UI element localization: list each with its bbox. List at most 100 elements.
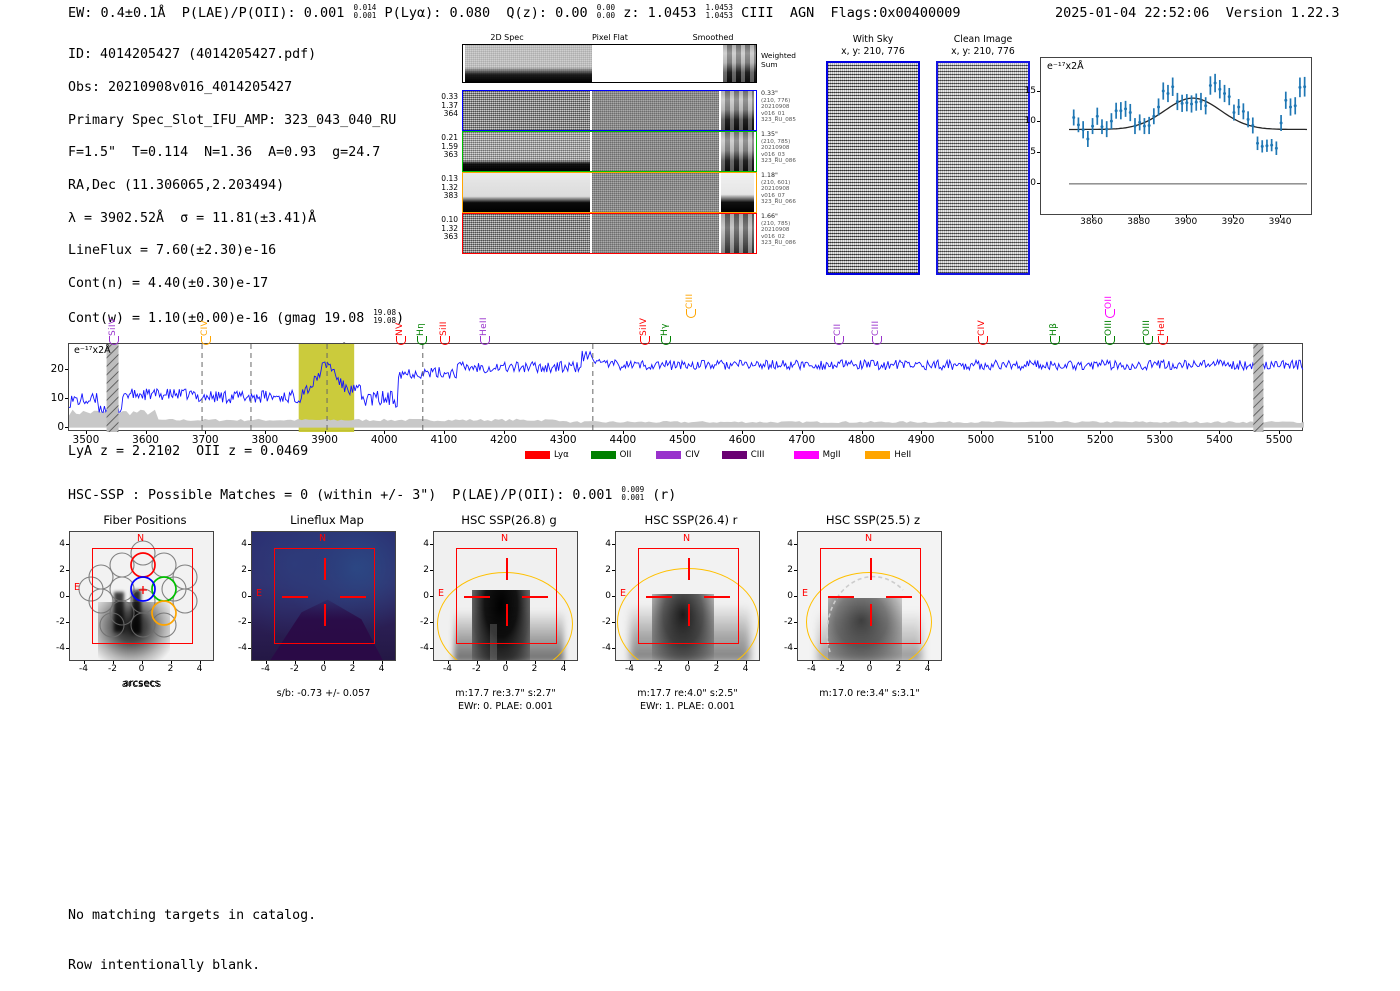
panel-3-ytick: -4	[602, 643, 611, 653]
panel-title-hsc-r: HSC SSP(26.4) r	[644, 513, 738, 527]
line-label-ciii: CIII	[685, 293, 696, 309]
panel-2-xtick: -4	[443, 664, 452, 674]
panel-0-ytick: 0	[59, 591, 65, 601]
fit-tick-mark	[1037, 90, 1040, 92]
line-label-ciii: CIII	[871, 320, 882, 336]
timestamp: 2025-01-04 22:52:06	[1055, 5, 1210, 21]
legend-label-ciii: CIII	[750, 450, 765, 460]
hsc-g-red-box	[456, 548, 557, 644]
row1-pixelflat	[592, 91, 719, 130]
spectrum-tick-label: 5400	[1206, 434, 1233, 446]
spectrum-tick-mark	[1279, 431, 1281, 434]
line-bracket-civ	[978, 336, 989, 345]
fiber-E-label: E	[74, 582, 81, 593]
line-bracket-ciii	[872, 336, 883, 345]
panel-2-ytick: 4	[423, 539, 429, 549]
panel-3-ytickmark	[612, 570, 615, 571]
fit-tick-label: 3860	[1080, 217, 1104, 227]
hsc-r-E-label: E	[620, 588, 627, 599]
spectrum-tick-mark	[65, 426, 68, 428]
hsc-r-caption-1: m:17.7 re:4.0" s:2.5"	[637, 688, 738, 699]
fiber-positions-panel[interactable]: N E	[69, 531, 214, 661]
lineflux-sb-caption: s/b: -0.73 +/- 0.057	[276, 688, 371, 699]
info-lineflux: LineFlux = 7.60(±2.30)e-16	[68, 243, 277, 259]
spectrum-tick-mark	[1219, 431, 1221, 434]
hsc-g-N-label: N	[501, 533, 509, 544]
line-bracket-heii	[1158, 336, 1169, 345]
header-flags: CIII AGN Flags:0x00400009	[732, 5, 961, 21]
spectrum-tick-label: 20	[50, 362, 64, 375]
legend-swatch-mgii	[793, 451, 819, 459]
spectrum-tick-label: 4800	[848, 434, 875, 446]
row2-pixelflat	[592, 132, 719, 171]
header-timestamp-version: 2025-01-04 22:52:06 Version 1.22.3	[1055, 5, 1340, 21]
header-summary-line: EW: 0.4±0.1Å P(LAE)/P(OII): 0.001 0.014 0…	[68, 3, 961, 22]
line-label-oiii: OIII	[1142, 319, 1153, 336]
hsc-z-panel[interactable]: N E	[797, 531, 942, 661]
panel-3-xtick: 2	[713, 664, 720, 674]
spec2d-row-3-left-labels: 0.13 1.32 383	[441, 174, 458, 201]
plae-ratio-bounds: 0.014 0.001	[353, 3, 377, 20]
line-label-heii: HeII	[1157, 317, 1168, 336]
panel-3-ytickmark	[612, 596, 615, 597]
hsc-r-panel[interactable]: N E	[615, 531, 760, 661]
header-ew-plae: EW: 0.4±0.1Å P(LAE)/P(OII): 0.001	[68, 5, 353, 21]
panel-2-ytick: -4	[420, 643, 429, 653]
line-bracket-cii	[833, 336, 844, 345]
info-lambda-sigma: λ = 3902.52Å σ = 11.81(±3.41)Å	[68, 210, 317, 226]
panel-4-xtick: 4	[924, 664, 931, 674]
panel-0-xtickmark	[112, 661, 114, 664]
panel-3-ytickmark	[612, 622, 615, 623]
line-label-siiv: SiIV	[107, 317, 118, 336]
panel-3-xtick: -2	[654, 664, 663, 674]
weighted-sum-label: Weighted Sum	[761, 51, 796, 69]
panel-3-xtick: 0	[684, 664, 691, 674]
line-label-heii: HeII	[478, 317, 489, 336]
panel-1-ytickmark	[248, 622, 251, 623]
hsc-g-panel[interactable]: N E	[433, 531, 578, 661]
spec2d-col-title-pixelflat: Pixel Flat	[592, 33, 628, 42]
line-bracket-oiii	[1105, 336, 1116, 345]
panel-2-xtick: 4	[560, 664, 567, 674]
panel-3-xtick: 4	[742, 664, 749, 674]
panel-0-ytick: -4	[56, 643, 65, 653]
spectrum-tick-label: 10	[50, 391, 64, 404]
legend-swatch-lyα	[525, 451, 550, 459]
panel-0-ytick: 2	[59, 565, 65, 575]
panel-4-ytickmark	[794, 596, 797, 597]
spectrum-tick-mark	[65, 368, 68, 370]
spectrum-tick-label: 4500	[669, 434, 696, 446]
hsc-z-crosshair-top	[870, 558, 872, 580]
panel-4-xtick: 0	[866, 664, 873, 674]
line-label-siiv: SiIV	[638, 317, 649, 336]
panel-3-ytick: 0	[605, 591, 611, 601]
panel-0-xtick: -4	[79, 664, 88, 674]
hsc-plae-bounds: 0.009 0.001	[621, 485, 645, 502]
panel-2-ytickmark	[430, 596, 433, 597]
info-redshifts: LyA z = 2.2102 OII z = 0.0469	[68, 443, 309, 459]
spectrum-tick-mark	[742, 431, 744, 434]
spectrum-tick-mark	[801, 431, 803, 434]
line-fit-zoom-plot: e⁻¹⁷x2Å	[1040, 57, 1312, 215]
fit-tick-label: 3880	[1127, 217, 1151, 227]
spectrum-tick-label: 4000	[370, 434, 398, 446]
panel-2-xtickmark	[505, 661, 507, 664]
row3-smoothed	[721, 173, 754, 212]
spectrum-tick-label: 4300	[549, 434, 577, 446]
spectrum-tick-mark	[145, 431, 147, 434]
panel-3-ytick: 4	[605, 539, 611, 549]
spectrum-tick-mark	[980, 431, 982, 434]
hsc-g-E-label: E	[438, 588, 445, 599]
panel-4-ytick: 2	[787, 565, 793, 575]
panel-1-xtickmark	[265, 661, 267, 664]
lineflux-map-panel[interactable]: N E	[251, 531, 396, 661]
panel-1-xtickmark	[323, 661, 325, 664]
hsc-z-red-box	[820, 548, 921, 644]
weighted-sum-pixelflat	[594, 45, 721, 82]
panel-0-xtickmark	[199, 661, 201, 664]
panel-0-ytickmark	[66, 570, 69, 571]
spec2d-row-3	[462, 172, 757, 213]
line-bracket-hγ	[660, 336, 671, 345]
legend-label-civ: CIV	[685, 450, 700, 460]
panel-1-xtickmark	[352, 661, 354, 664]
